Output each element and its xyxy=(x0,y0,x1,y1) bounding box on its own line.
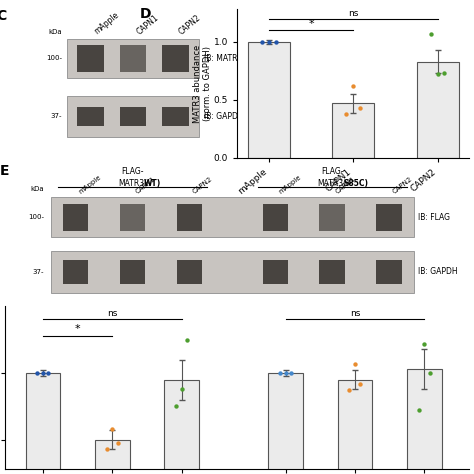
Text: kDa: kDa xyxy=(31,186,44,192)
Text: FLAG-: FLAG- xyxy=(321,166,344,175)
Text: IB: GAPDH: IB: GAPDH xyxy=(204,112,243,121)
Point xyxy=(183,336,191,343)
Point xyxy=(282,369,289,377)
Text: CAPN2: CAPN2 xyxy=(191,175,214,195)
Text: IB: GAPDH: IB: GAPDH xyxy=(418,267,458,276)
Point xyxy=(109,425,116,433)
Bar xyxy=(162,107,189,126)
Bar xyxy=(177,260,202,284)
Bar xyxy=(164,380,199,474)
Point xyxy=(420,340,428,347)
Point xyxy=(346,387,353,394)
Point xyxy=(272,38,279,46)
Point xyxy=(34,369,41,377)
Text: CAPN2: CAPN2 xyxy=(392,175,413,195)
Bar xyxy=(63,260,88,284)
Text: C: C xyxy=(0,9,6,24)
Point xyxy=(343,110,350,118)
Bar xyxy=(319,260,345,284)
Bar xyxy=(67,39,199,78)
Text: ns: ns xyxy=(107,309,118,318)
Text: mApple: mApple xyxy=(278,173,302,195)
Text: MATR3(: MATR3( xyxy=(318,179,347,188)
Point xyxy=(265,38,273,46)
Text: *: * xyxy=(308,19,314,29)
Bar xyxy=(120,204,145,231)
Bar xyxy=(162,45,189,72)
Bar xyxy=(407,369,441,474)
Bar xyxy=(177,204,202,231)
Point xyxy=(103,446,110,453)
Text: ns: ns xyxy=(348,9,358,18)
Bar xyxy=(337,380,372,474)
Text: mApple: mApple xyxy=(78,173,102,195)
Point xyxy=(349,82,357,90)
Text: 100-: 100- xyxy=(28,214,44,220)
Text: kDa: kDa xyxy=(49,29,62,35)
Text: CAPN1: CAPN1 xyxy=(135,175,157,195)
Bar xyxy=(120,260,145,284)
Text: FLAG-: FLAG- xyxy=(121,166,144,175)
Text: E: E xyxy=(0,164,9,178)
Bar xyxy=(319,204,345,231)
Text: MATR3(: MATR3( xyxy=(118,179,147,188)
Point xyxy=(356,380,364,387)
Point xyxy=(45,369,52,377)
Bar xyxy=(120,107,146,126)
Text: IB: MATR3: IB: MATR3 xyxy=(204,54,242,63)
Bar xyxy=(95,440,129,474)
Text: S85C): S85C) xyxy=(344,179,369,188)
Point xyxy=(172,402,180,410)
Point xyxy=(114,439,121,447)
Bar xyxy=(248,42,290,158)
Point xyxy=(434,71,441,78)
Text: CAPN1: CAPN1 xyxy=(335,175,356,195)
Bar xyxy=(332,103,374,158)
Text: 37-: 37- xyxy=(51,113,62,119)
Point xyxy=(415,407,422,414)
Bar xyxy=(417,62,459,158)
Point xyxy=(276,369,284,377)
Point xyxy=(440,69,448,77)
Text: WT): WT) xyxy=(144,179,161,188)
Point xyxy=(356,104,364,112)
Text: 100-: 100- xyxy=(46,55,62,62)
Bar xyxy=(77,107,104,126)
Text: mApple: mApple xyxy=(93,10,121,36)
Bar xyxy=(263,260,288,284)
Point xyxy=(287,369,295,377)
Bar xyxy=(77,45,104,72)
Bar xyxy=(67,95,199,137)
Bar xyxy=(120,45,146,72)
Bar xyxy=(376,260,402,284)
Text: ns: ns xyxy=(350,309,360,318)
Text: CAPN1: CAPN1 xyxy=(135,13,161,36)
Point xyxy=(39,369,46,377)
Bar xyxy=(26,373,60,474)
Bar xyxy=(51,197,413,237)
Point xyxy=(427,30,435,37)
Text: *: * xyxy=(75,324,81,334)
Bar xyxy=(263,204,288,231)
Point xyxy=(351,360,359,367)
Text: 37-: 37- xyxy=(33,269,44,275)
Text: D: D xyxy=(140,7,151,20)
Bar xyxy=(63,204,88,231)
Bar xyxy=(51,251,413,293)
Y-axis label: MATR3 abundance
(norm. to GAPDH): MATR3 abundance (norm. to GAPDH) xyxy=(193,45,212,123)
Point xyxy=(258,38,266,46)
Text: IB: FLAG: IB: FLAG xyxy=(418,213,450,222)
Point xyxy=(426,369,434,377)
Bar xyxy=(268,373,303,474)
Point xyxy=(178,385,185,393)
Bar xyxy=(376,204,402,231)
Text: CAPN2: CAPN2 xyxy=(178,13,203,36)
